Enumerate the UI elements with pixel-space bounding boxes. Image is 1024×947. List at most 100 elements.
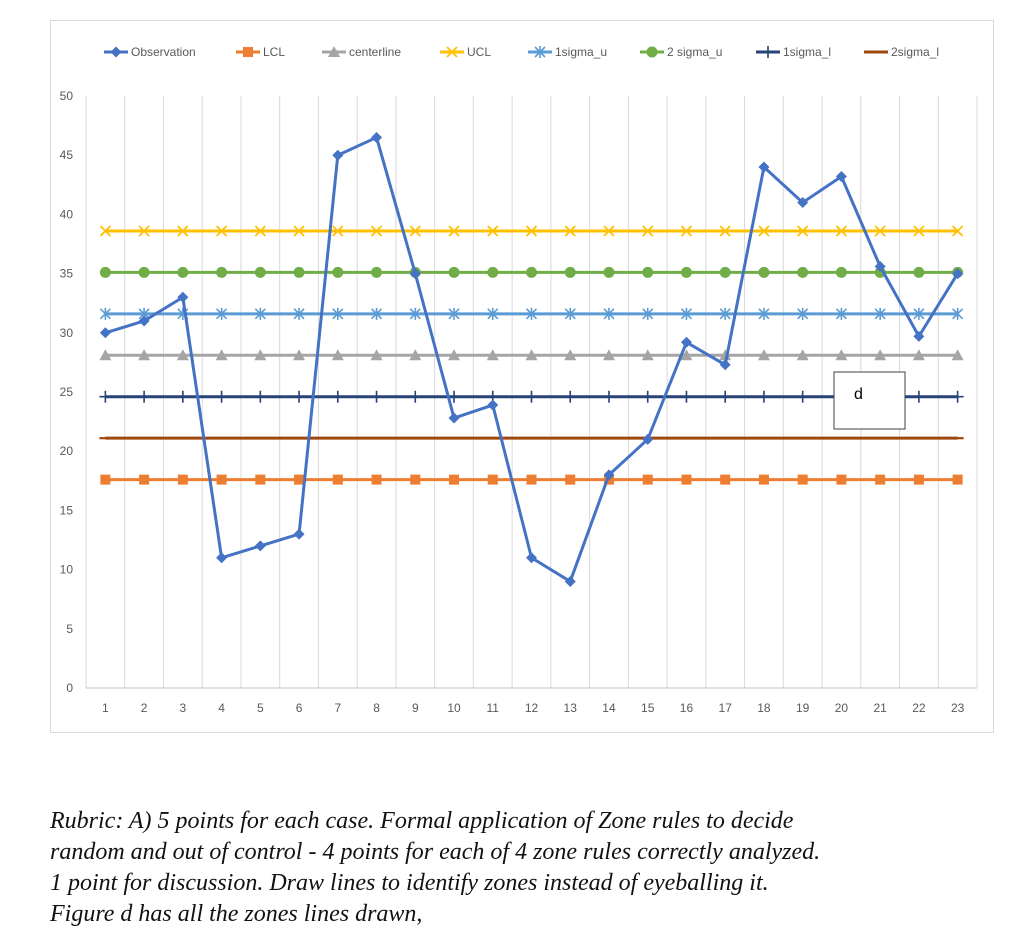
- y-tick-label: 40: [60, 207, 74, 221]
- data-point-observation: [758, 161, 770, 173]
- data-point-2-sigma-u: [642, 266, 654, 278]
- data-point-lcl: [913, 474, 924, 485]
- data-point-observation: [487, 399, 499, 411]
- data-point-ucl: [254, 225, 266, 237]
- data-point-1sigma-l: [719, 390, 732, 403]
- data-point-1sigma-u: [874, 307, 886, 320]
- data-point-2-sigma-u: [216, 266, 228, 278]
- data-point-centerline: [680, 349, 693, 361]
- y-tick-label: 15: [60, 503, 74, 517]
- data-point-ucl: [332, 225, 344, 237]
- data-point-centerline: [951, 349, 964, 361]
- x-tick-label: 22: [912, 701, 926, 715]
- rubric-line-3: 1 point for discussion. Draw lines to id…: [50, 870, 769, 896]
- data-point-lcl: [371, 474, 382, 485]
- data-point-centerline: [757, 349, 770, 361]
- legend-label-ucl: UCL: [467, 45, 491, 59]
- data-point-1sigma-u: [332, 307, 344, 320]
- data-point-centerline: [176, 349, 189, 361]
- data-point-centerline: [835, 349, 848, 361]
- annotation-label: d: [854, 386, 863, 403]
- data-point-1sigma-u: [952, 307, 964, 320]
- data-point-1sigma-u: [564, 307, 576, 320]
- x-tick-label: 9: [412, 701, 419, 715]
- data-point-2-sigma-u: [371, 266, 383, 278]
- data-point-2-sigma-u: [719, 266, 731, 278]
- legend-label-centerline: centerline: [349, 45, 401, 59]
- annotation-box: [833, 371, 906, 430]
- data-point-centerline: [641, 349, 654, 361]
- data-point-observation: [371, 131, 383, 143]
- data-point-observation: [680, 336, 692, 348]
- data-point-ucl: [797, 225, 809, 237]
- data-point-ucl: [835, 225, 848, 237]
- x-tick-label: 17: [719, 701, 733, 715]
- data-point-lcl: [449, 474, 460, 485]
- data-point-1sigma-u: [254, 307, 266, 320]
- data-point-ucl: [642, 225, 654, 237]
- data-point-centerline: [215, 349, 228, 361]
- data-point-centerline: [448, 349, 461, 361]
- data-point-ucl: [448, 225, 460, 237]
- data-point-ucl: [409, 225, 421, 237]
- data-point-lcl: [526, 474, 537, 485]
- data-point-lcl: [410, 474, 421, 485]
- y-tick-label: 25: [60, 385, 74, 399]
- data-point-1sigma-l: [757, 390, 770, 403]
- data-point-lcl: [952, 474, 963, 485]
- data-point-1sigma-u: [835, 307, 847, 320]
- legend-marker-1sigma-l: [762, 46, 774, 58]
- data-point-lcl: [681, 474, 692, 485]
- legend-marker-lcl: [243, 47, 253, 57]
- data-point-observation: [448, 412, 460, 424]
- data-point-1sigma-u: [797, 307, 809, 320]
- data-point-ucl: [874, 225, 886, 237]
- data-point-ucl: [680, 225, 693, 237]
- data-point-1sigma-u: [525, 307, 538, 320]
- data-point-1sigma-l: [293, 390, 306, 403]
- data-point-2-sigma-u: [913, 266, 925, 278]
- data-point-ucl: [719, 225, 731, 237]
- data-point-lcl: [139, 474, 150, 485]
- y-tick-label: 35: [60, 267, 74, 281]
- x-tick-label: 8: [373, 701, 380, 715]
- legend-label-lcl: LCL: [263, 45, 285, 59]
- y-tick-label: 30: [60, 326, 74, 340]
- data-point-ucl: [138, 225, 150, 237]
- data-point-1sigma-u: [603, 307, 615, 320]
- y-tick-label: 45: [60, 148, 74, 162]
- data-point-1sigma-l: [138, 390, 151, 403]
- data-point-observation: [293, 528, 305, 540]
- data-point-2-sigma-u: [99, 266, 111, 278]
- y-tick-label: 20: [60, 444, 74, 458]
- data-point-1sigma-l: [602, 390, 615, 403]
- y-tick-label: 50: [60, 89, 74, 103]
- legend-marker-centerline: [328, 46, 340, 57]
- data-point-lcl: [642, 474, 653, 485]
- x-tick-label: 14: [602, 701, 616, 715]
- data-point-ucl: [177, 225, 189, 237]
- data-point-2-sigma-u: [835, 266, 847, 278]
- data-point-2-sigma-u: [448, 266, 460, 278]
- data-point-ucl: [370, 225, 383, 237]
- data-point-centerline: [293, 349, 306, 361]
- data-point-1sigma-l: [951, 390, 964, 403]
- x-tick-label: 11: [487, 701, 500, 715]
- data-point-lcl: [758, 474, 769, 485]
- data-point-centerline: [719, 349, 732, 361]
- x-tick-label: 1: [102, 701, 109, 715]
- legend-marker-ucl: [446, 46, 458, 58]
- data-point-centerline: [796, 349, 809, 361]
- data-point-observation: [642, 433, 654, 445]
- data-point-2-sigma-u: [487, 266, 499, 278]
- data-point-lcl: [720, 474, 731, 485]
- data-point-observation: [254, 540, 266, 552]
- data-point-centerline: [409, 349, 422, 361]
- data-point-1sigma-u: [913, 307, 925, 320]
- x-tick-label: 3: [180, 701, 187, 715]
- legend-marker-2-sigma-u: [646, 46, 658, 58]
- data-point-observation: [603, 469, 615, 481]
- x-tick-label: 16: [680, 701, 694, 715]
- data-point-lcl: [565, 474, 576, 485]
